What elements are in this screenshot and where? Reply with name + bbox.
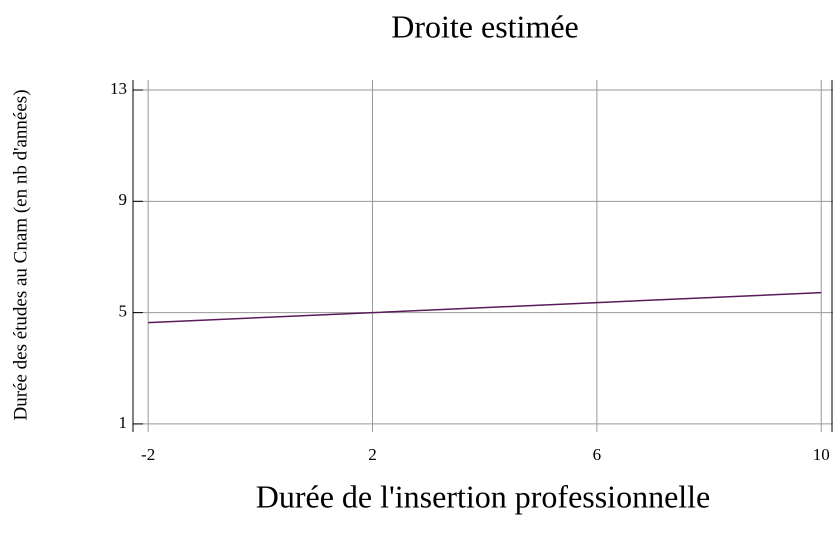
x-tick-label: 2 xyxy=(368,445,377,464)
y-tick-label: 1 xyxy=(119,413,128,432)
y-tick-label: 9 xyxy=(119,190,128,209)
line xyxy=(148,291,822,324)
chart-title: Droite estimée xyxy=(391,8,578,44)
y-axis-label: Durée des études au Cnam (en nb d'années… xyxy=(10,89,31,420)
x-tick-label: -2 xyxy=(141,445,155,464)
x-axis-label: Durée de l'insertion professionnelle xyxy=(256,478,711,514)
x-tick-label: 10 xyxy=(813,445,830,464)
y-tick-label: 5 xyxy=(119,302,128,321)
y-tick-label: 13 xyxy=(110,79,127,98)
x-tick-label: 6 xyxy=(593,445,602,464)
